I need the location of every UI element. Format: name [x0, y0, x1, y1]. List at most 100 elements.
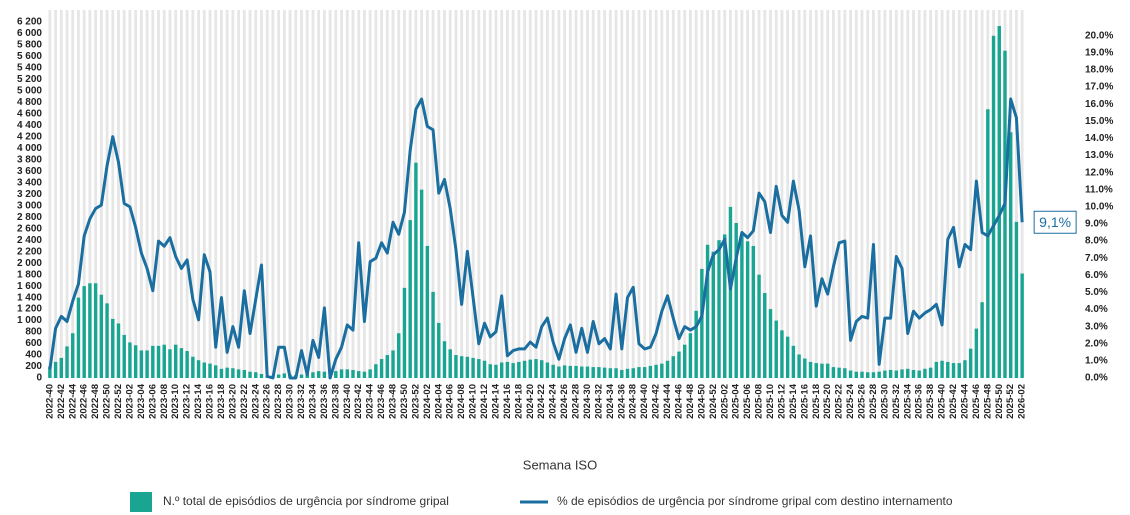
- column-background: [872, 10, 875, 378]
- column-background: [940, 10, 944, 378]
- column-background: [900, 10, 904, 378]
- column-background: [220, 10, 223, 378]
- bar: [231, 368, 235, 378]
- x-tick-label: 2023-34: [307, 383, 318, 419]
- x-tick-label: 2025-22: [834, 384, 845, 419]
- column-background: [494, 10, 498, 378]
- column-background: [603, 10, 607, 378]
- bar: [968, 348, 973, 378]
- x-tick-label: 2022-46: [79, 384, 90, 419]
- bar: [471, 357, 475, 378]
- column-background: [929, 10, 933, 378]
- column-background: [357, 10, 361, 378]
- bar: [202, 362, 206, 378]
- column-background: [225, 10, 229, 378]
- x-tick-label: 2024-50: [696, 384, 707, 419]
- column-background: [471, 10, 475, 378]
- y2-tick-label: 14.0%: [1085, 133, 1113, 144]
- column-background: [117, 10, 120, 378]
- bar: [620, 369, 624, 378]
- y-tick-label: 5 600: [17, 51, 42, 62]
- column-background: [271, 10, 275, 378]
- column-background: [849, 10, 852, 378]
- x-tick-label: 2024-06: [445, 384, 456, 419]
- y-tick-label: 1 400: [17, 292, 42, 303]
- x-tick-label: 2022-50: [102, 384, 113, 419]
- bar: [494, 364, 498, 378]
- bar: [254, 372, 258, 378]
- value-label: 9,1%: [1039, 214, 1071, 230]
- column-background: [740, 10, 744, 378]
- x-tick-label: 2025-36: [914, 384, 925, 419]
- x-axis-title: Semana ISO: [523, 457, 597, 472]
- column-background: [460, 10, 464, 378]
- bar: [763, 293, 767, 378]
- column-background: [265, 10, 269, 378]
- column-background: [351, 10, 355, 378]
- y2-tick-label: 7.0%: [1085, 253, 1108, 264]
- column-background: [151, 10, 155, 378]
- column-background: [431, 10, 435, 378]
- bar: [397, 333, 401, 378]
- column-background: [488, 10, 492, 378]
- bar: [339, 369, 344, 378]
- bar: [236, 369, 241, 378]
- column-background: [769, 10, 772, 378]
- x-tick-label: 2023-28: [273, 384, 284, 419]
- bar: [454, 355, 458, 378]
- bar: [522, 360, 527, 378]
- bar: [757, 274, 761, 378]
- y2-tick-label: 18.0%: [1085, 65, 1113, 76]
- x-tick-label: 2025-12: [776, 384, 787, 419]
- column-background: [946, 10, 950, 378]
- column-background: [923, 10, 927, 378]
- column-background: [563, 10, 566, 378]
- bar: [860, 371, 864, 378]
- bar: [774, 320, 778, 378]
- bar: [53, 361, 58, 378]
- bar: [540, 360, 544, 378]
- column-background: [248, 10, 252, 378]
- column-background: [454, 10, 458, 378]
- bar: [208, 363, 212, 378]
- y2-tick-label: 5.0%: [1085, 287, 1108, 298]
- y-tick-label: 1 800: [17, 269, 42, 280]
- line: [48, 97, 1024, 380]
- bar: [625, 368, 630, 378]
- x-tick-label: 2023-06: [147, 384, 158, 419]
- bar: [614, 368, 618, 378]
- column-background: [185, 10, 189, 378]
- x-tick-label: 2025-40: [937, 384, 948, 419]
- bar: [151, 345, 155, 378]
- bar: [642, 367, 647, 378]
- bar: [242, 369, 247, 378]
- column-background: [906, 10, 910, 378]
- column-background: [626, 10, 629, 378]
- bar: [391, 350, 395, 378]
- bar: [562, 365, 567, 378]
- value-label-box: [1033, 210, 1077, 234]
- bar: [419, 189, 424, 378]
- y-tick-label: 2 000: [17, 258, 42, 269]
- bar: [717, 240, 721, 378]
- bar: [334, 371, 338, 378]
- column-background: [746, 10, 750, 378]
- bar: [923, 368, 927, 378]
- column-background: [711, 10, 715, 378]
- bar: [568, 365, 573, 378]
- x-tick-label: 2025-42: [948, 384, 959, 419]
- y-tick-label: 6 200: [17, 17, 42, 28]
- bar: [906, 368, 910, 378]
- x-tick-label: 2024-28: [571, 384, 582, 419]
- y-tick-label: 3 000: [17, 200, 42, 211]
- column-background: [568, 10, 572, 378]
- column-background: [99, 10, 103, 378]
- column-background: [448, 10, 452, 378]
- column-background: [889, 10, 892, 378]
- column-background: [443, 10, 446, 378]
- column-background: [597, 10, 601, 378]
- bar: [374, 364, 378, 378]
- bar: [854, 371, 858, 378]
- column-background: [934, 10, 938, 378]
- bar: [379, 359, 384, 378]
